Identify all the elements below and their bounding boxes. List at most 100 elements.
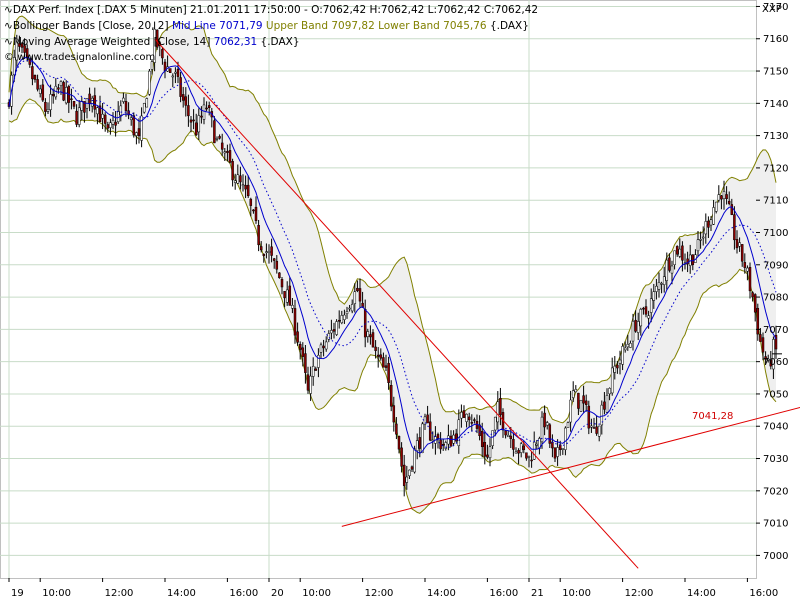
candle-body [623,347,627,351]
candle-body [161,49,164,59]
candle-body [530,459,533,462]
candle-body [595,426,598,434]
axes: 7000 7010 7020 7030 7040 7050 7060 7070 7080 7090… [8,2,788,599]
candle-body [493,416,497,431]
candle-body [275,260,279,270]
candle-body [77,107,81,125]
candle-body [483,442,487,457]
x-tick-label: 12:00 [625,588,654,599]
candle-body [345,311,349,315]
x-tick-label: 10:00 [302,588,331,599]
candle-body [249,198,253,206]
candle-body [12,57,16,76]
candle-body [270,246,273,256]
candle-body [733,214,736,241]
candle-body [171,75,175,78]
candle-body [644,306,648,315]
candle-body [122,97,125,102]
candle-body [629,343,632,348]
candle-body [488,446,492,459]
candle-body [278,272,281,279]
candle-body [322,345,325,349]
candle-body [569,399,572,423]
candle-body [174,71,177,74]
wma-prefix: Moving Average Weighted [Close, 14] [12,36,211,48]
x-tick-label: 16:00 [749,588,778,599]
candle-body [756,307,760,335]
candle-body [730,204,734,215]
candle-body [298,343,302,350]
candle-body [176,68,180,77]
candle-body [590,425,593,428]
candle-body [202,104,206,120]
candle-body [668,257,671,271]
candle-body [678,248,682,257]
candle-body [155,29,159,48]
band-fill [9,16,776,514]
candle-body [688,254,692,266]
candle-body [652,291,656,301]
candle-body [358,288,362,302]
candle-body [228,150,232,163]
y-tick-label: 7130 [763,131,788,142]
candle-body [62,82,65,101]
candle-body [93,95,97,110]
x-tick-label: 19 [11,588,24,599]
candle-body [72,101,76,107]
candle-body [181,94,185,101]
y-tick-label: 7030 [763,454,788,465]
candle-body [681,245,684,261]
candle-body [712,207,715,225]
candle-body [223,151,227,154]
candle-body [499,398,502,416]
candle-body [426,414,429,424]
candle-body [527,455,531,458]
candle-body [150,61,154,70]
candle-body [236,174,240,184]
candle-body [293,308,297,336]
candle-body [197,115,201,133]
y-tick-label: 7140 [763,99,788,110]
candle-body [106,124,110,129]
candle-body [769,359,773,367]
candle-body [548,424,552,444]
candle-body [751,292,754,298]
candle-body [714,201,718,212]
candle-body [410,466,414,470]
candle-body [725,194,728,200]
y-axis-label: XXP [762,4,782,15]
wma-suffix: {.DAX} [260,36,300,48]
x-tick-label: 16:00 [229,588,258,599]
candle-body [306,374,310,391]
candle-body [460,411,463,419]
candle-body [670,265,674,274]
candle-body [184,96,188,106]
x-tick-label: 16:00 [489,588,518,599]
candle-body [350,304,354,312]
candle-body [457,419,461,446]
candle-body [506,434,510,438]
y-tick-label: 7020 [763,486,788,497]
candle-body [517,450,520,454]
candle-body [101,113,104,119]
candle-body [262,254,266,256]
candle-body [584,400,588,405]
candle-body [309,375,312,394]
candle-body [657,282,661,290]
candle-body [696,239,700,252]
legend-wma-line: ∿Moving Average Weighted [Close, 14] 706… [4,34,300,50]
candle-body [226,151,229,153]
candle-body [395,423,398,435]
candle-body [179,77,182,97]
candle-body [647,315,650,319]
wma-value: 7062,31 [213,36,258,48]
candle-body [441,444,445,446]
candle-body [766,358,770,361]
candle-body [265,251,268,253]
candle-body [759,334,762,342]
candle-body [592,427,596,429]
candle-body [319,344,323,353]
candle-body [314,368,318,371]
y-tick-label: 7090 [763,260,788,271]
indicator-lines [8,56,777,455]
